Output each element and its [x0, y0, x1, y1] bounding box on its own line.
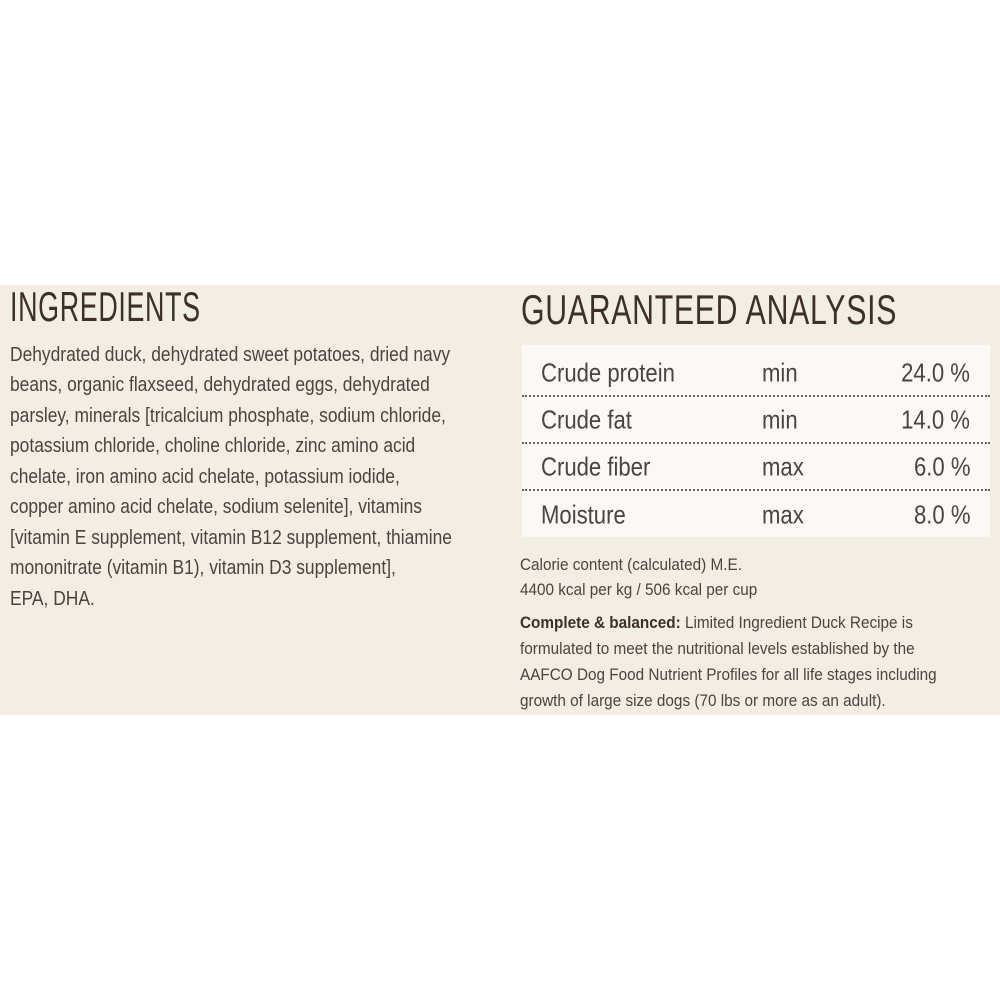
calorie-line: 4400 kcal per kg / 506 kcal per cup	[520, 580, 758, 599]
nutrient-label: Moisture	[541, 499, 626, 529]
nutrient-qualifier: max	[762, 451, 804, 481]
ingredients-line: EPA, DHA.	[10, 588, 95, 610]
statement-line: formulated to meet the nutritional level…	[520, 639, 915, 658]
nutrient-value: 8.0 %	[913, 499, 970, 529]
nutrient-qualifier: min	[762, 404, 798, 434]
nutrient-label: Crude protein	[541, 357, 675, 387]
ingredients-line: beans, organic flaxseed, dehydrated eggs…	[10, 374, 430, 396]
nutrient-qualifier: max	[762, 499, 804, 529]
ingredients-line: [vitamin E supplement, vitamin B12 suppl…	[10, 527, 452, 549]
statement-line: growth of large size dogs (70 lbs or mor…	[520, 691, 886, 710]
analysis-heading: GUARANTEED ANALYSIS	[521, 286, 898, 333]
nutrient-qualifier: min	[762, 357, 798, 387]
analysis-row: Crude protein min 24.0 %	[522, 349, 990, 396]
ingredients-line: parsley, minerals [tricalcium phosphate,…	[10, 405, 446, 427]
nutrient-label: Crude fiber	[541, 451, 651, 481]
nutrient-label: Crude fat	[541, 404, 632, 434]
calorie-line: Calorie content (calculated) M.E.	[520, 555, 742, 574]
ingredients-line: Dehydrated duck, dehydrated sweet potato…	[10, 344, 451, 366]
ingredients-line: potassium chloride, choline chloride, zi…	[10, 435, 416, 457]
ingredients-line: mononitrate (vitamin B1), vitamin D3 sup…	[10, 557, 396, 579]
analysis-row: Crude fiber max 6.0 %	[522, 443, 990, 490]
ingredients-heading: INGREDIENTS	[10, 283, 201, 330]
nutrient-value: 24.0 %	[901, 357, 970, 387]
statement-line: Complete & balanced: Limited Ingredient …	[520, 613, 913, 633]
ingredients-line: chelate, iron amino acid chelate, potass…	[10, 466, 400, 488]
ingredients-line: copper amino acid chelate, sodium seleni…	[10, 496, 423, 518]
nutrient-value: 14.0 %	[901, 404, 970, 434]
analysis-row: Moisture max 8.0 %	[522, 491, 990, 538]
row-divider	[522, 489, 990, 491]
analysis-row: Crude fat min 14.0 %	[522, 396, 990, 443]
analysis-table: Crude protein min 24.0 % Crude fat min 1…	[522, 345, 990, 537]
row-divider	[522, 442, 990, 444]
statement-label: Complete & balanced:	[520, 613, 681, 632]
row-divider	[522, 395, 990, 397]
statement-text: Limited Ingredient Duck Recipe is	[680, 613, 913, 632]
statement-line: AAFCO Dog Food Nutrient Profiles for all…	[520, 665, 937, 684]
nutrient-value: 6.0 %	[913, 451, 970, 481]
